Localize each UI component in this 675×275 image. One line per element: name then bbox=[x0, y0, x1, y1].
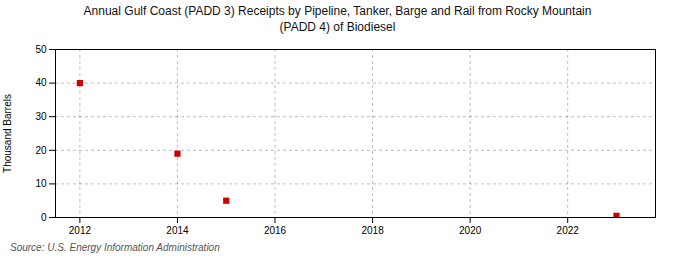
html-text:Source: U.S. Energy Informatio: Source: U.S. Energy Information Administ… bbox=[10, 242, 220, 254]
svg-text:20: 20 bbox=[35, 145, 47, 156]
svg-text:2020: 2020 bbox=[459, 225, 482, 236]
svg-text:2018: 2018 bbox=[361, 225, 384, 236]
svg-text:30: 30 bbox=[35, 111, 47, 122]
svg-text:50: 50 bbox=[35, 44, 47, 55]
svg-text:Thousand Barrels: Thousand Barrels bbox=[2, 94, 13, 173]
svg-text:0: 0 bbox=[41, 212, 47, 223]
svg-text:40: 40 bbox=[35, 77, 47, 88]
svg-text:2014: 2014 bbox=[166, 225, 189, 236]
html-text:Annual Gulf Coast (PADD 3) Rec: Annual Gulf Coast (PADD 3) Receipts by P… bbox=[83, 4, 592, 34]
svg-text:2016: 2016 bbox=[264, 225, 287, 236]
svg-text:2012: 2012 bbox=[69, 225, 92, 236]
svg-text:10: 10 bbox=[35, 178, 47, 189]
svg-text:2022: 2022 bbox=[557, 225, 580, 236]
